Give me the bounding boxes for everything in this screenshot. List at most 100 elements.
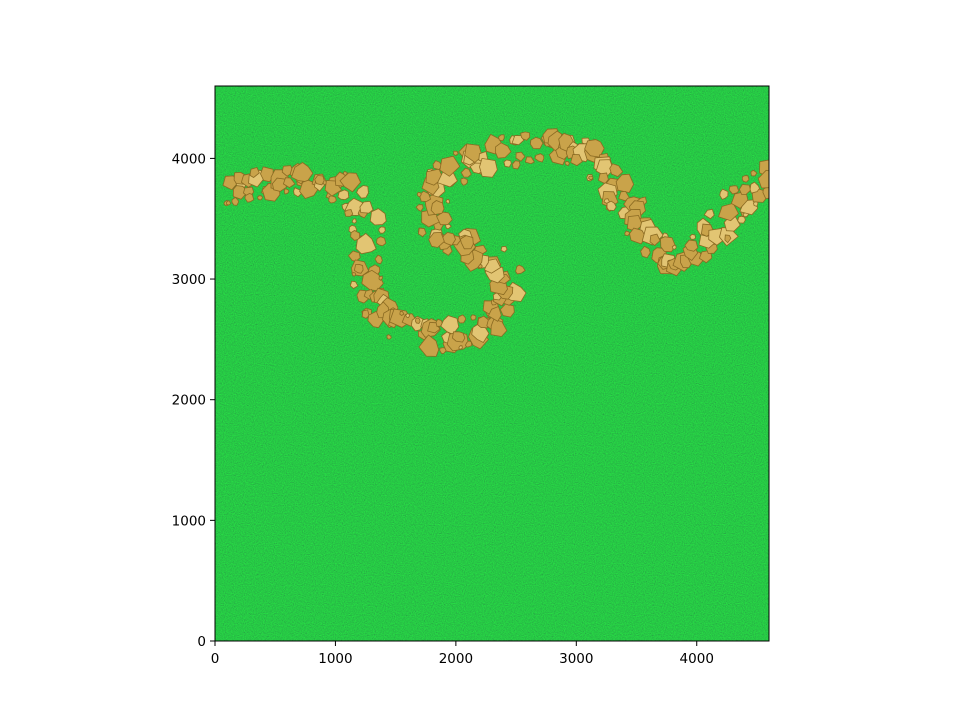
y-axis: 0 1000 2000 3000 4000 [172,151,215,650]
path-stone [762,185,769,200]
path-stone [359,200,374,214]
path-stone [453,150,459,156]
path-stone [405,313,410,319]
path-stone [564,160,570,167]
path-stone [511,160,521,170]
path-stone [225,200,232,206]
path-stone [376,236,387,247]
path-stone [649,233,661,247]
path-stone [503,159,512,168]
path-stone [487,305,502,322]
path-stone [337,189,350,201]
path-stone [416,191,422,198]
path-stone [353,263,364,274]
path-stone [689,233,696,240]
path-stone [386,334,392,340]
path-stone [728,185,740,195]
path-stone [757,169,769,189]
path-stone [418,334,440,357]
path-stone [244,192,255,203]
path-stone [460,167,472,178]
x-tick-label: 2000 [439,651,473,667]
path-stone [355,232,377,255]
path-stone [282,177,296,189]
path-stone [378,275,384,281]
path-stone [520,131,531,141]
path-stone [374,254,383,265]
y-tick-label: 1000 [172,513,206,529]
path-stone [445,198,450,204]
path-stone [430,200,445,215]
path-stone [477,315,490,329]
y-tick-label: 3000 [172,272,206,288]
path-stone [417,227,427,238]
path-stone [588,175,594,180]
path-stone [415,204,424,212]
x-tick-label: 1000 [318,651,352,667]
path-stone [719,188,729,200]
path-stone [439,155,461,177]
path-stone [451,331,466,343]
path-stone [369,208,387,226]
path-stone [470,314,477,321]
x-tick-label: 4000 [680,651,714,667]
x-axis: 0 1000 2000 3000 4000 [211,641,714,667]
path-stone [703,208,715,220]
path-stone [584,139,605,158]
path-stone [671,244,677,250]
plot-frame [214,85,770,642]
path-stone [499,303,515,318]
path-stone [640,245,651,259]
path-stone [479,157,498,178]
path-stone [399,310,405,316]
path-stone [609,163,624,177]
path-stone [283,188,290,195]
path-stone [436,211,453,226]
path-stone [606,200,617,211]
path-stone [378,226,386,234]
path-stone [457,314,467,324]
path-stone [231,196,240,206]
path-stone [738,184,752,195]
path-stone [361,309,370,319]
path-stone [515,264,526,275]
path-stone [361,269,384,292]
path-stone [490,318,508,337]
path-stone [458,345,463,350]
path-stone [660,236,676,253]
path-stone [428,231,445,248]
path-stone [624,230,631,237]
path-stone [349,280,359,289]
path-stone [615,173,635,194]
path-stone [749,181,760,194]
path-stone [351,272,357,277]
path-stone [741,175,750,183]
path-stone [459,235,474,250]
path-stone [750,169,758,177]
y-tick-label: 2000 [172,393,206,409]
path-stone [257,195,264,201]
path-stone [629,227,647,245]
path-stone [344,209,354,217]
path-stone [534,153,545,163]
path-stone [498,134,505,142]
path-stone [737,215,746,224]
path-stone [339,172,362,193]
path-stone [249,167,260,178]
path-stone [570,154,583,167]
path-stone [684,239,699,252]
path-stone [460,177,468,186]
path-stone [464,143,483,164]
path-stone [500,245,508,253]
path-stone [435,318,444,327]
y-tick-label: 4000 [172,151,206,167]
path-stone [328,195,337,204]
path-stone [414,317,421,324]
x-tick-label: 3000 [559,651,593,667]
path-stone [356,185,369,199]
y-tick-label: 0 [197,634,206,650]
plot-area [214,85,770,642]
path-stone [529,136,544,150]
path-stone [494,142,512,159]
